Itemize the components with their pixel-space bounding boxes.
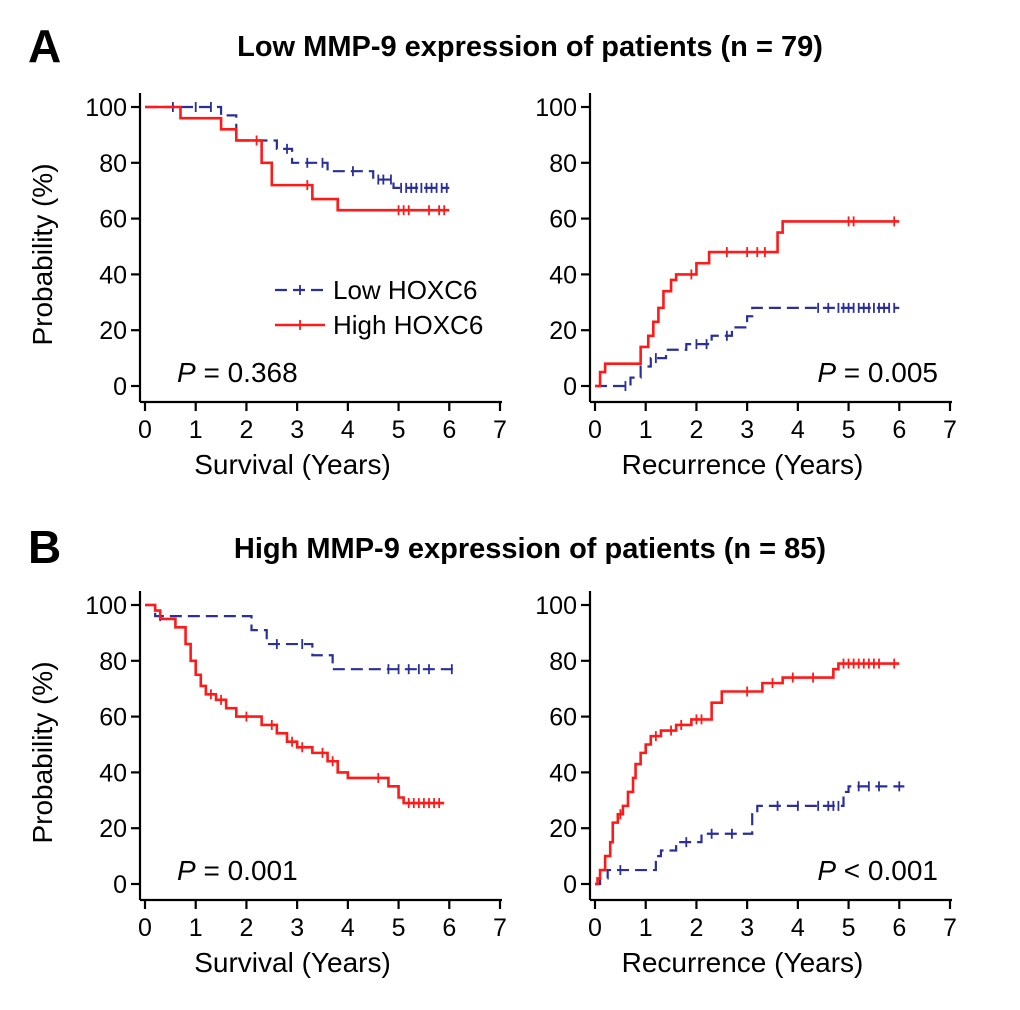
x-tick-label: 3 xyxy=(740,914,754,942)
p-symbol: P xyxy=(177,855,196,886)
chart-b-recurrence: 0 20 40 60 80 100 0 1 2 3 4 5 6 7 Recurrence (Years) P … xyxy=(535,591,957,978)
x-tick-label: 3 xyxy=(290,416,304,444)
y-tick-label: 20 xyxy=(99,815,127,843)
legend-low-label: Low HOXC6 xyxy=(333,275,478,305)
y-tick-label: 100 xyxy=(535,592,577,620)
y-tick-label: 20 xyxy=(549,317,577,345)
p-value-text: = 0.368 xyxy=(196,357,298,388)
y-tick-label: 60 xyxy=(99,206,127,234)
x-tick-label: 1 xyxy=(189,416,203,444)
x-axis-title: Survival (Years) xyxy=(194,449,391,480)
y-tick-label: 40 xyxy=(549,261,577,289)
y-tick-label: 60 xyxy=(99,704,127,732)
x-tick-label: 2 xyxy=(689,416,703,444)
y-tick-label: 40 xyxy=(99,759,127,787)
y-tick-label: 60 xyxy=(549,206,577,234)
y-tick-label: 20 xyxy=(549,815,577,843)
panel-title-a: Low MMP-9 expression of patients (n = 79… xyxy=(237,31,823,63)
x-tick-label: 5 xyxy=(842,416,856,444)
y-tick-label: 100 xyxy=(85,94,127,122)
x-tick-label: 0 xyxy=(588,416,602,444)
x-tick-label: 1 xyxy=(189,914,203,942)
x-tick-label: 5 xyxy=(842,914,856,942)
y-tick-label: 80 xyxy=(99,648,127,676)
x-tick-label: 2 xyxy=(239,416,253,444)
x-tick-label: 0 xyxy=(138,416,152,444)
x-tick-label: 6 xyxy=(892,914,906,942)
panel-letter-b: B xyxy=(28,521,61,573)
x-tick-label: 7 xyxy=(493,914,507,942)
y-tick-label: 80 xyxy=(549,648,577,676)
x-tick-label: 5 xyxy=(392,416,406,444)
y-tick-label: 100 xyxy=(535,94,577,122)
high-hoxc6-curve xyxy=(145,603,445,805)
p-symbol: P xyxy=(177,357,196,388)
y-tick-label: 0 xyxy=(563,373,577,401)
p-value: P = 0.005 xyxy=(817,357,938,388)
x-axis-title: Survival (Years) xyxy=(194,947,391,978)
x-tick-label: 6 xyxy=(892,416,906,444)
x-tick-label: 3 xyxy=(740,416,754,444)
x-tick-label: 4 xyxy=(791,914,805,942)
legend-high-label: High HOXC6 xyxy=(333,310,483,340)
chart-a-recurrence: 0 20 40 60 80 100 0 1 2 3 4 5 6 7 Recurrence (Years) P … xyxy=(535,93,957,480)
p-value-text: = 0.001 xyxy=(196,855,298,886)
x-tick-label: 2 xyxy=(689,914,703,942)
y-tick-label: 0 xyxy=(113,373,127,401)
low-hoxc6-curve xyxy=(145,603,455,671)
panel-title-b: High MMP-9 expression of patients (n = 8… xyxy=(234,533,826,565)
y-tick-label: 0 xyxy=(563,871,577,899)
p-value: P = 0.368 xyxy=(177,357,298,388)
x-tick-label: 0 xyxy=(588,914,602,942)
y-axis-title: Probability (%) xyxy=(27,661,58,843)
x-tick-label: 5 xyxy=(392,914,406,942)
y-tick-label: 60 xyxy=(549,704,577,732)
p-value: P = 0.001 xyxy=(177,855,298,886)
x-axis-title: Recurrence (Years) xyxy=(622,449,864,480)
x-tick-label: 7 xyxy=(943,416,957,444)
x-axis-title: Recurrence (Years) xyxy=(622,947,864,978)
x-tick-label: 1 xyxy=(639,416,653,444)
y-tick-label: 80 xyxy=(549,150,577,178)
p-value-text: < 0.001 xyxy=(836,855,938,886)
low-hoxc6-curve xyxy=(595,306,900,388)
high-hoxc6-curve xyxy=(145,105,450,212)
x-tick-label: 4 xyxy=(341,914,355,942)
x-tick-label: 6 xyxy=(442,914,456,942)
x-tick-label: 6 xyxy=(442,416,456,444)
p-symbol: P xyxy=(817,855,836,886)
y-tick-label: 40 xyxy=(99,261,127,289)
chart-b-survival: 0 20 40 60 80 100 0 1 2 3 4 5 6 7 Survival (Years) Prob… xyxy=(27,591,507,978)
x-tick-label: 7 xyxy=(493,416,507,444)
y-tick-label: 20 xyxy=(99,317,127,345)
y-axis-title: Probability (%) xyxy=(27,163,58,345)
p-value: P < 0.001 xyxy=(817,855,938,886)
y-tick-label: 80 xyxy=(99,150,127,178)
x-tick-label: 4 xyxy=(341,416,355,444)
x-tick-label: 4 xyxy=(791,416,805,444)
p-value-text: = 0.005 xyxy=(836,357,938,388)
high-hoxc6-curve xyxy=(595,662,900,886)
p-symbol: P xyxy=(817,357,836,388)
chart-a-survival: 0 20 40 60 80 100 0 1 2 3 4 5 6 7 Survival (Years) Prob… xyxy=(27,93,507,480)
x-tick-label: 0 xyxy=(138,914,152,942)
low-hoxc6-curve xyxy=(595,785,905,886)
y-tick-label: 0 xyxy=(113,871,127,899)
x-tick-label: 2 xyxy=(239,914,253,942)
panel-letter-a: A xyxy=(28,20,61,72)
x-tick-label: 1 xyxy=(639,914,653,942)
x-tick-label: 7 xyxy=(943,914,957,942)
y-tick-label: 100 xyxy=(85,592,127,620)
x-tick-label: 3 xyxy=(290,914,304,942)
y-tick-label: 40 xyxy=(549,759,577,787)
high-hoxc6-curve xyxy=(595,220,900,388)
